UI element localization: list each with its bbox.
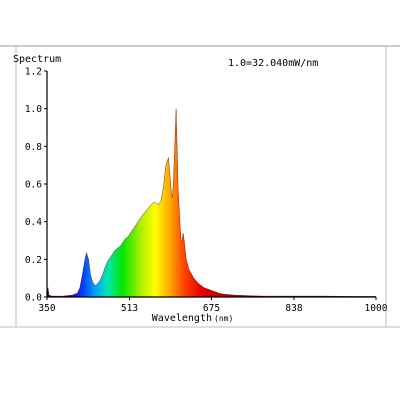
x-tick-label: 513 [121, 303, 138, 314]
y-tick-label: 0.8 [25, 142, 42, 153]
x-tick-label: 838 [285, 303, 302, 314]
y-tick-label: 1.0 [25, 104, 42, 115]
y-ticks: 0.0 0.2 0.4 0.6 0.8 1.0 1.2 [25, 67, 47, 304]
x-ticks: 350 513 675 838 1000 [38, 297, 388, 314]
chart-title: Spectrum [13, 54, 61, 65]
x-tick-label: 1000 [365, 303, 388, 314]
x-axis-unit: (nm) [214, 314, 233, 323]
y-tick-label: 0.6 [25, 180, 42, 191]
spectrum-area [46, 108, 377, 298]
x-tick-label: 675 [203, 303, 220, 314]
y-tick-label: 0.4 [25, 217, 42, 228]
x-tick-label: 350 [38, 303, 55, 314]
y-tick-label: 0.2 [25, 255, 42, 266]
y-tick-label: 0.0 [25, 293, 42, 304]
y-tick-label: 1.2 [25, 67, 42, 78]
scale-note: 1.0=32.040mW/nm [228, 58, 318, 69]
x-axis-label: Wavelength [152, 313, 212, 324]
